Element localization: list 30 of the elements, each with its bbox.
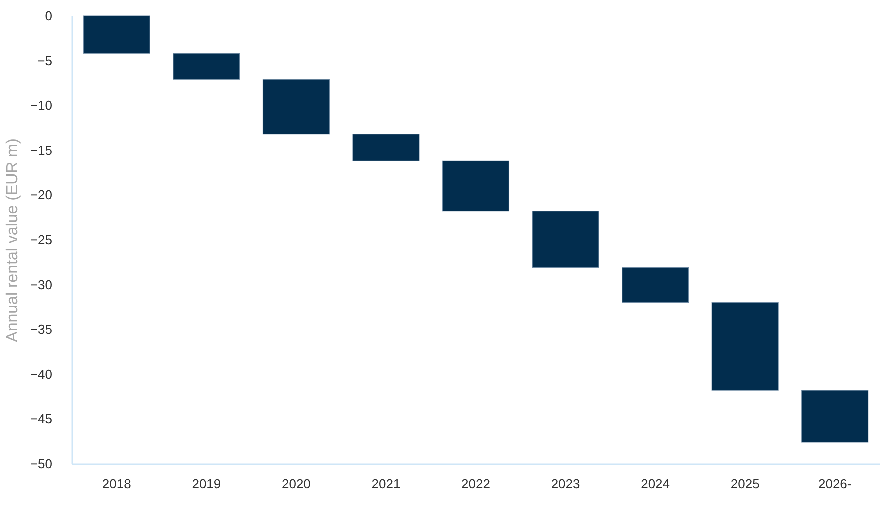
- y-tick-label: 0: [45, 8, 52, 24]
- x-tick-label: 2026-: [818, 476, 852, 492]
- y-tick-label: −30: [30, 277, 52, 292]
- y-tick-label: −35: [30, 322, 52, 338]
- y-tick-label: −5: [38, 53, 52, 68]
- bar: [712, 302, 779, 391]
- y-tick-label: −50: [30, 456, 52, 472]
- x-tick-label: 2021: [372, 476, 401, 492]
- x-tick-label: 2022: [462, 476, 490, 492]
- bar: [83, 16, 150, 54]
- y-tick-label: −15: [30, 142, 52, 158]
- y-tick-label: −20: [30, 188, 52, 203]
- y-axis-title: Annual rental value (EUR m): [4, 138, 22, 342]
- y-tick-label: −40: [30, 366, 52, 382]
- bar: [262, 79, 330, 135]
- bar: [622, 267, 690, 304]
- bar: [532, 211, 600, 268]
- bar: [173, 53, 240, 80]
- x-tick-label: 2019: [192, 476, 222, 492]
- x-tick-label: 2025: [730, 476, 760, 492]
- bar: [352, 134, 420, 162]
- bar: [802, 390, 869, 443]
- y-tick-label: −45: [30, 412, 52, 427]
- x-tick-label: 2020: [282, 476, 311, 492]
- x-tick-label: 2024: [641, 476, 670, 492]
- x-tick-label: 2023: [551, 476, 580, 492]
- y-tick-label: −25: [30, 232, 52, 248]
- y-tick-label: −10: [30, 98, 52, 114]
- bar: [442, 160, 510, 212]
- x-tick-label: 2018: [102, 476, 132, 492]
